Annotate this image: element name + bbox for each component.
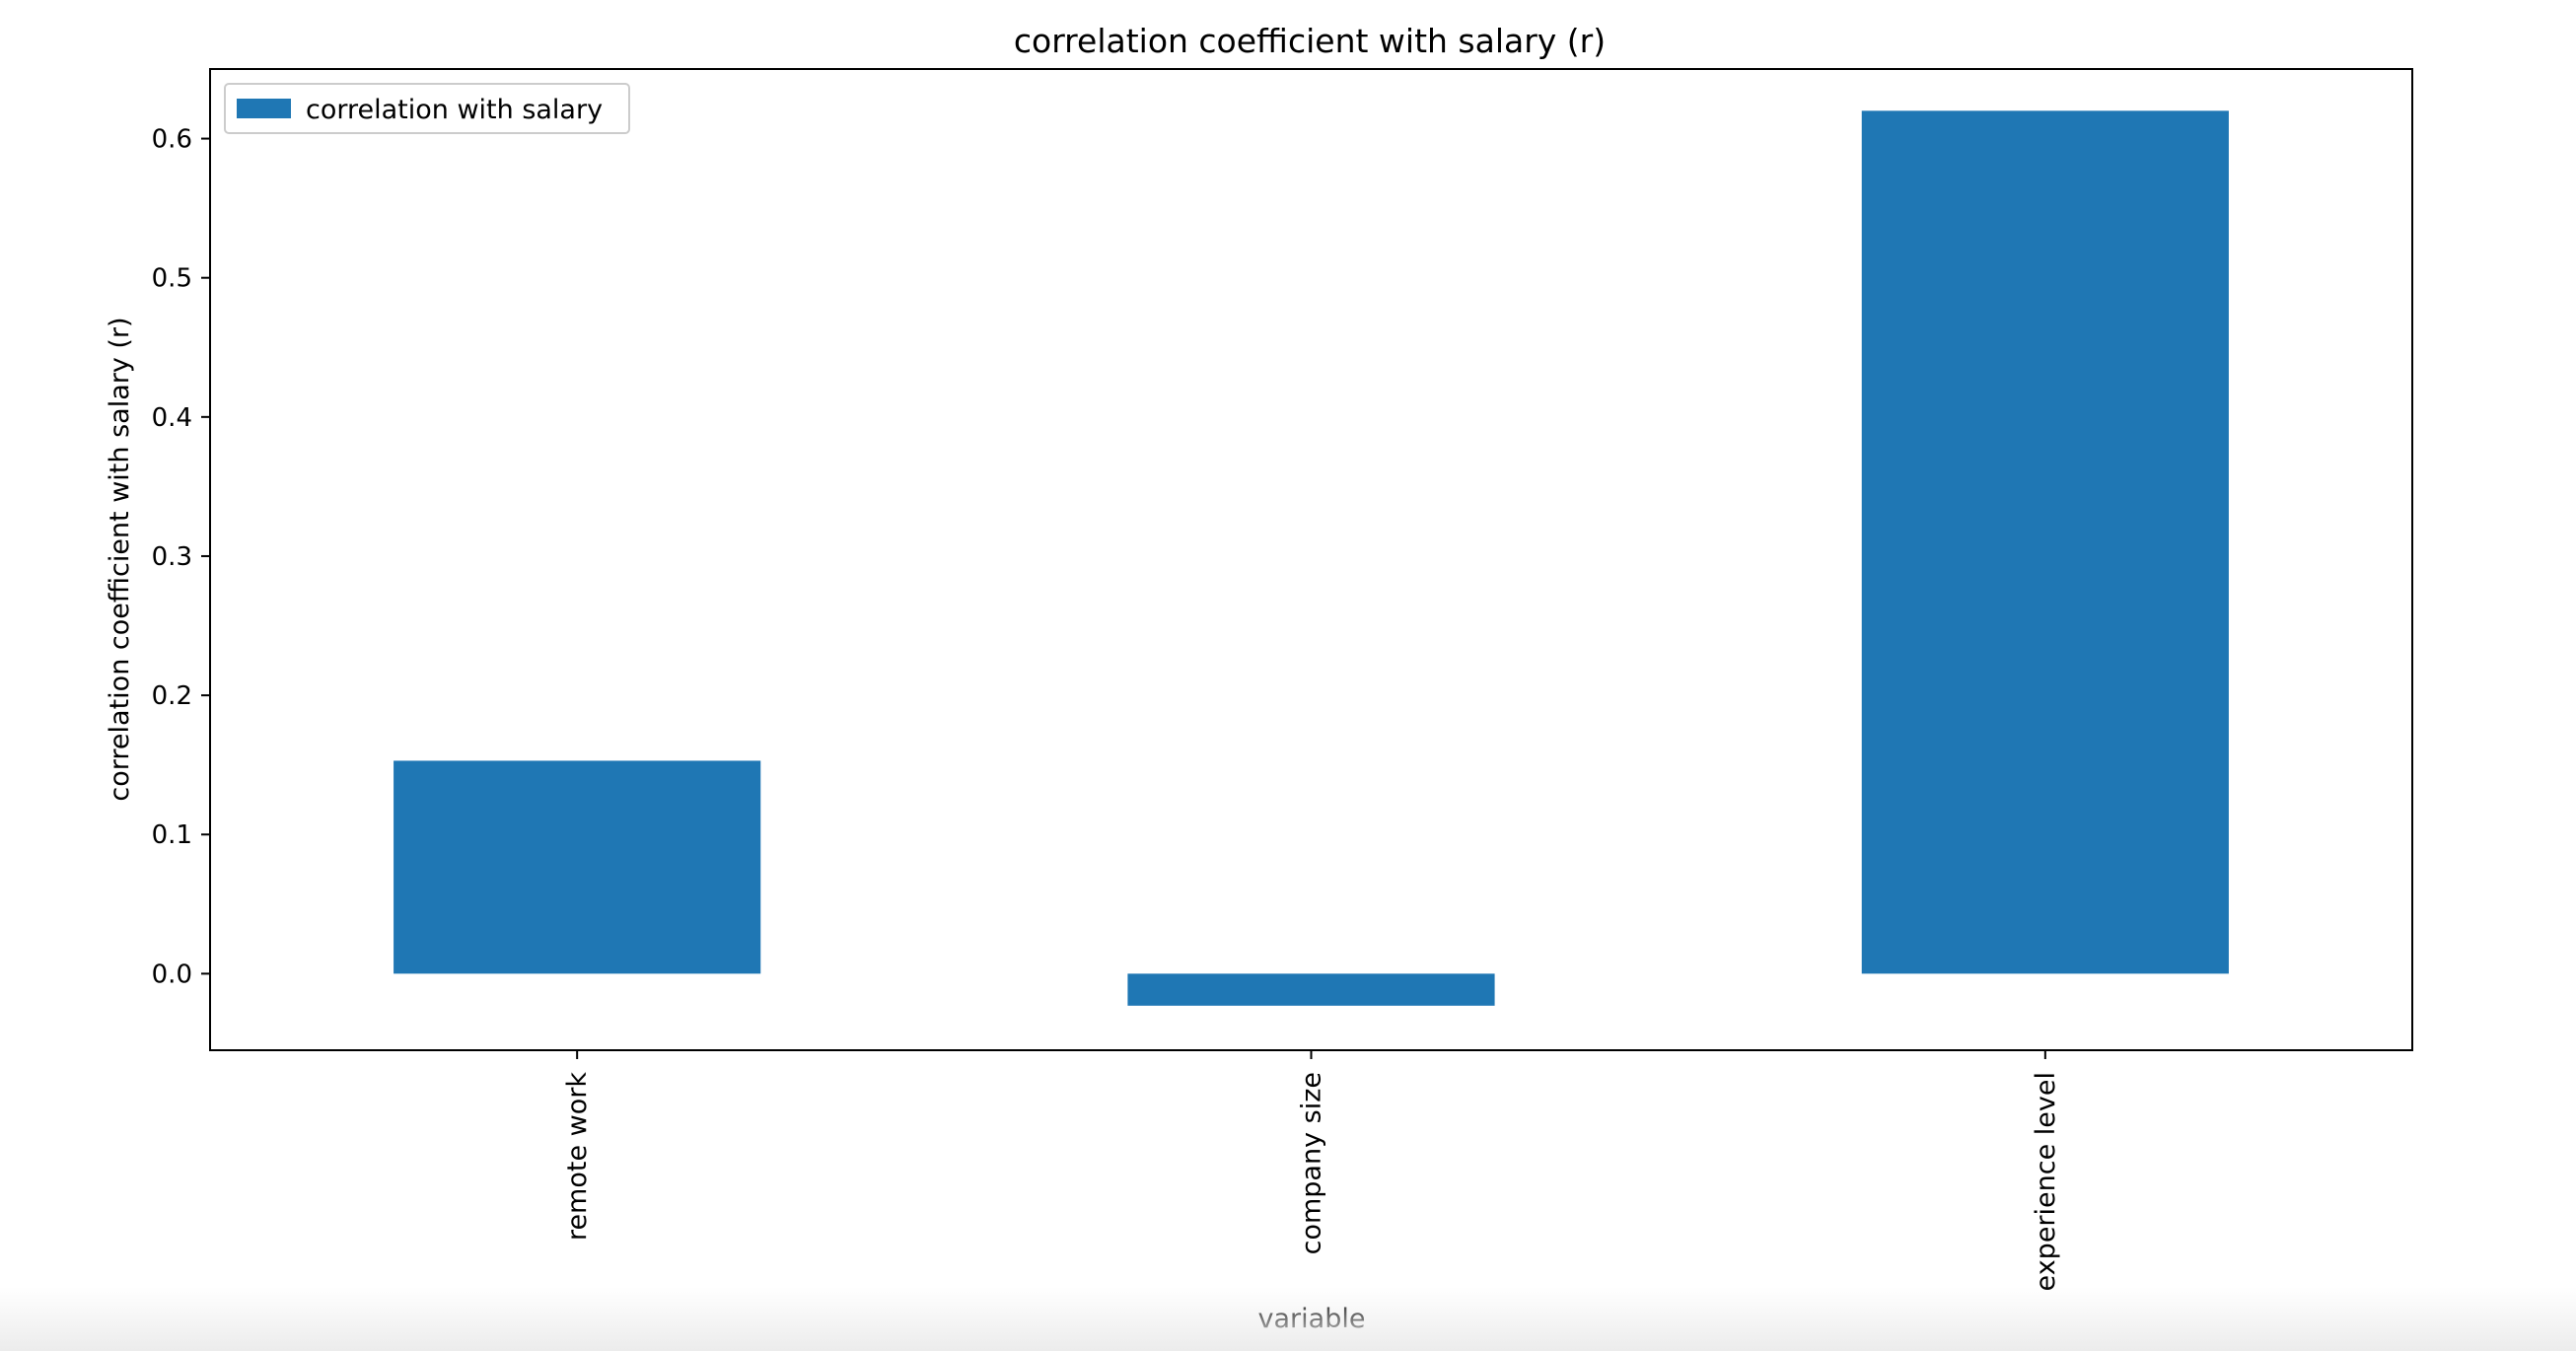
y-tick-label: 0.5 <box>152 264 192 294</box>
legend-label: correlation with salary <box>306 95 603 125</box>
bar-remote-work <box>394 760 761 974</box>
bar-company-size <box>1127 973 1495 1006</box>
y-tick-label: 0.2 <box>152 681 192 711</box>
y-tick-label: 0.4 <box>152 403 192 433</box>
chart-title: correlation coefficient with salary (r) <box>1014 22 1606 60</box>
legend-box <box>224 83 630 134</box>
x-tick-label: company size <box>1297 1072 1327 1254</box>
y-axis-label: correlation coefficient with salary (r) <box>105 317 135 801</box>
legend-swatch <box>237 99 291 118</box>
x-tick-label: experience level <box>2031 1072 2061 1291</box>
y-tick-label: 0.0 <box>152 960 192 989</box>
y-tick-label: 0.1 <box>152 820 192 850</box>
bar-experience-level <box>1861 110 2229 974</box>
plot-area: 0.0 0.1 0.2 0.3 0.4 0.5 0.6 remote work company … <box>152 68 2413 1291</box>
y-tick-label: 0.3 <box>152 542 192 572</box>
x-axis-label: variable <box>1258 1304 1366 1334</box>
x-tick-label: remote work <box>562 1072 593 1241</box>
y-tick-label: 0.6 <box>152 125 192 155</box>
